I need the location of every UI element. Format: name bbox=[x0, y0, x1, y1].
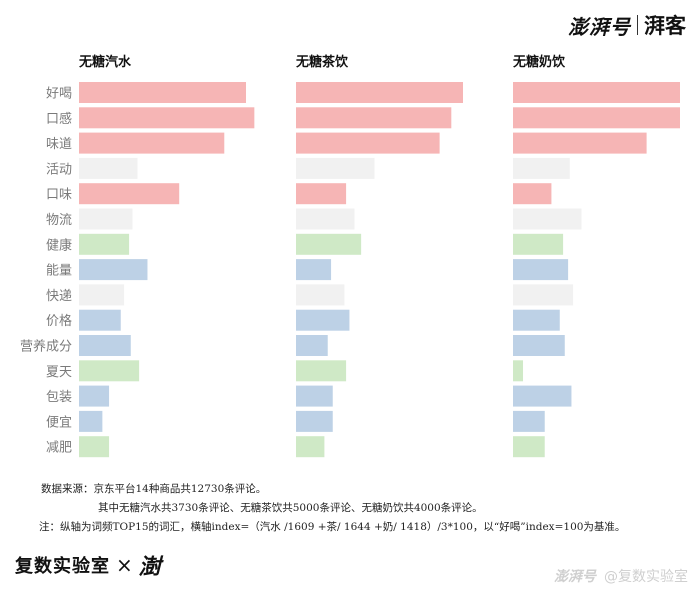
bar bbox=[296, 132, 440, 154]
footer-brand: 复数实验室 × 澍 bbox=[15, 549, 161, 581]
times-sign: × bbox=[116, 553, 133, 577]
bar bbox=[296, 309, 350, 331]
bar bbox=[513, 132, 647, 154]
category-label: 营养成分 bbox=[20, 339, 72, 355]
bar bbox=[296, 385, 333, 407]
bar bbox=[513, 284, 574, 306]
bar bbox=[79, 132, 225, 154]
bar bbox=[513, 309, 560, 331]
bar bbox=[79, 309, 121, 331]
category-label: 快递 bbox=[46, 289, 72, 304]
series-title: 无糖汽水 bbox=[78, 54, 132, 70]
watermark-platform: 澎湃号 bbox=[554, 569, 596, 585]
bar bbox=[513, 233, 564, 255]
bar bbox=[296, 107, 452, 129]
category-label: 减肥 bbox=[46, 441, 72, 456]
note-source: 数据来源：京东平台14种商品共12730条评论。 bbox=[41, 483, 267, 495]
bar bbox=[79, 157, 138, 179]
bar bbox=[296, 360, 347, 382]
bar bbox=[79, 284, 125, 306]
logo-divider bbox=[637, 15, 638, 35]
category-label: 活动 bbox=[46, 162, 72, 177]
bar bbox=[296, 410, 333, 432]
bar bbox=[513, 183, 552, 205]
note-counts: 其中无糖汽水共3730条评论、无糖茶饮共5000条评论、无糖奶饮共4000条评论… bbox=[98, 502, 483, 514]
bar bbox=[79, 208, 133, 230]
bar bbox=[296, 208, 355, 230]
lab-name: 复数实验室 bbox=[15, 556, 110, 577]
bar bbox=[79, 183, 180, 205]
category-label: 口感 bbox=[46, 111, 72, 127]
bar bbox=[79, 385, 110, 407]
bar bbox=[79, 82, 246, 103]
bar bbox=[79, 233, 130, 255]
series-title: 无糖奶饮 bbox=[512, 54, 566, 70]
pengpai-logo: 澎湃号 湃客 bbox=[568, 10, 686, 40]
bar bbox=[513, 385, 572, 407]
bar bbox=[513, 107, 680, 129]
bar bbox=[79, 410, 103, 432]
bar bbox=[296, 157, 375, 179]
bar bbox=[296, 233, 362, 255]
bar bbox=[513, 360, 524, 382]
series-title: 无糖茶饮 bbox=[295, 54, 349, 70]
category-label: 味道 bbox=[46, 137, 72, 152]
note-index: 注：纵轴为词频TOP15的词汇，横轴index=（汽水 /1609 +茶/ 16… bbox=[39, 521, 626, 533]
bar bbox=[513, 259, 569, 281]
bar bbox=[296, 284, 345, 306]
bar bbox=[513, 335, 565, 356]
category-label: 能量 bbox=[46, 264, 72, 279]
bar bbox=[513, 157, 570, 179]
bar bbox=[513, 208, 582, 230]
bar bbox=[79, 335, 131, 356]
logo-primary: 澎湃号 bbox=[568, 14, 631, 39]
category-label: 好喝 bbox=[46, 87, 72, 102]
watermark: 澎湃号 @复数实验室 bbox=[554, 566, 688, 586]
bar bbox=[79, 107, 255, 129]
bar bbox=[296, 183, 347, 205]
watermark-account: @复数实验室 bbox=[604, 569, 688, 585]
category-label: 价格 bbox=[46, 313, 72, 329]
bar bbox=[296, 335, 328, 356]
category-label: 口味 bbox=[46, 188, 72, 203]
category-label: 夏天 bbox=[46, 365, 72, 380]
bar bbox=[296, 436, 325, 458]
bar bbox=[296, 259, 332, 281]
category-label: 包装 bbox=[46, 390, 72, 405]
bar bbox=[513, 436, 545, 458]
bar bbox=[513, 82, 680, 103]
category-label: 便宜 bbox=[46, 415, 72, 430]
logo-secondary: 湃客 bbox=[644, 13, 686, 38]
bar bbox=[79, 360, 140, 382]
chart-notes: 数据来源：京东平台14种商品共12730条评论。 其中无糖汽水共3730条评论、… bbox=[39, 480, 626, 537]
category-label: 健康 bbox=[46, 237, 72, 253]
bar bbox=[296, 82, 463, 103]
bar bbox=[513, 410, 545, 432]
bar bbox=[79, 259, 148, 281]
category-label: 物流 bbox=[46, 213, 72, 228]
partner-logo: 澍 bbox=[138, 554, 161, 580]
bar bbox=[79, 436, 110, 458]
